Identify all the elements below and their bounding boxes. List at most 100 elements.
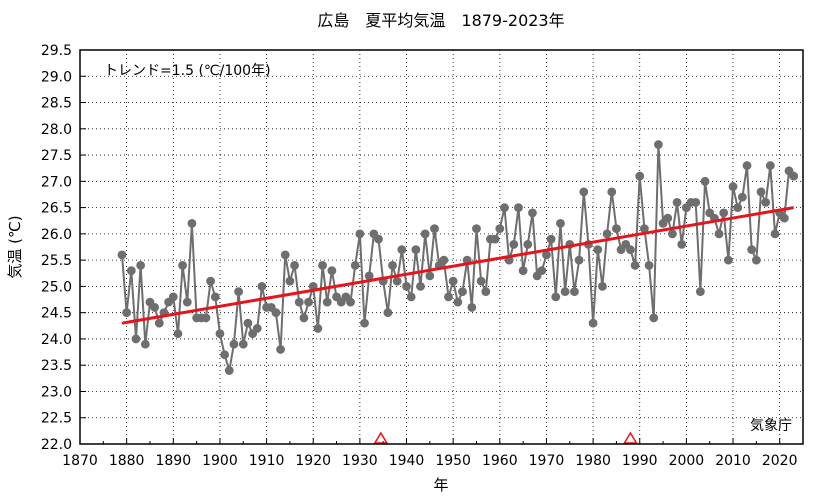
y-tick-label: 25.0 (41, 279, 72, 295)
data-point (252, 324, 262, 333)
data-point (700, 176, 710, 186)
data-point (168, 292, 178, 302)
x-tick-label: 2010 (715, 453, 751, 469)
data-point (122, 308, 132, 318)
data-point (640, 224, 649, 234)
data-point (761, 197, 771, 207)
data-point (691, 197, 701, 207)
data-point (751, 255, 761, 265)
data-point (528, 208, 537, 218)
data-point (695, 287, 705, 297)
data-point (280, 250, 290, 260)
data-point (756, 187, 766, 197)
data-point (402, 282, 411, 291)
data-point (383, 308, 393, 318)
y-tick-label: 22.0 (41, 437, 72, 453)
data-point (350, 260, 360, 270)
data-point (789, 171, 799, 181)
data-point (444, 292, 453, 302)
data-point (546, 234, 556, 244)
y-tick-label: 24.0 (41, 332, 72, 348)
trend-line (121, 206, 794, 325)
data-point (770, 229, 780, 239)
data-point (224, 366, 234, 375)
data-point (173, 329, 183, 339)
marker-triangle (373, 431, 389, 444)
chart-title: 広島 夏平均気温 1879-2023年 (317, 11, 564, 30)
data-point (136, 260, 146, 270)
data-point (318, 260, 327, 270)
data-point (126, 266, 136, 276)
data-point (467, 303, 477, 312)
data-point (430, 224, 439, 234)
data-point (574, 255, 584, 265)
data-point (556, 218, 565, 228)
data-point (728, 182, 738, 191)
data-point (714, 229, 724, 239)
y-tick-label: 26.0 (41, 227, 72, 243)
data-point (453, 297, 463, 307)
data-point (201, 313, 211, 323)
x-tick-label: 2000 (669, 453, 705, 469)
data-point (257, 282, 267, 291)
data-point (663, 213, 673, 223)
data-point (131, 334, 141, 344)
y-tick-label: 23.5 (41, 358, 72, 374)
data-point (299, 313, 309, 323)
data-point (364, 271, 374, 281)
data-point (229, 339, 239, 349)
x-tick-label: 1910 (249, 453, 285, 469)
data-point (448, 276, 458, 286)
data-point (294, 297, 304, 307)
data-point (523, 239, 533, 249)
y-axis-label: 気温 (℃) (6, 215, 24, 278)
data-point (178, 260, 188, 270)
data-point (490, 234, 500, 244)
data-point (304, 297, 313, 307)
data-point (220, 350, 230, 360)
data-point (355, 229, 365, 239)
data-point (215, 329, 225, 339)
data-point (476, 276, 486, 286)
data-point (346, 297, 355, 307)
source-label: 気象庁 (750, 418, 792, 434)
x-tick-label: 1940 (389, 453, 425, 469)
plot-background (80, 50, 803, 444)
data-point (514, 203, 523, 213)
data-point (140, 339, 150, 349)
data-point (388, 260, 397, 270)
x-tick-label: 1930 (342, 453, 378, 469)
data-point (392, 276, 402, 286)
data-point (374, 234, 383, 244)
data-point (644, 260, 654, 270)
data-point (551, 292, 561, 302)
data-point (327, 266, 337, 276)
y-tick-label: 27.0 (41, 174, 72, 190)
data-point (313, 324, 323, 333)
x-axis-label: 年 (433, 476, 448, 494)
data-point (672, 197, 682, 207)
data-point (537, 266, 547, 276)
marker-triangle (623, 431, 638, 444)
data-point (626, 245, 635, 255)
data-point (667, 229, 677, 239)
x-tick-label: 1900 (202, 453, 238, 469)
data-series (117, 140, 799, 375)
x-tick-label: 1920 (295, 453, 331, 469)
data-point (579, 187, 589, 197)
data-point (654, 140, 663, 149)
x-tick-label: 1870 (62, 453, 98, 469)
data-point (518, 266, 528, 276)
data-point (210, 292, 220, 302)
data-point (719, 208, 729, 218)
y-tick-label: 23.0 (41, 384, 72, 400)
y-tick-label: 28.5 (41, 96, 72, 112)
data-point (458, 287, 467, 297)
data-point (271, 308, 281, 318)
y-tick-label: 27.5 (41, 148, 72, 164)
data-point (598, 282, 607, 291)
data-point (439, 255, 449, 265)
data-point (593, 245, 603, 255)
data-point (765, 161, 775, 170)
x-tick-label: 1960 (482, 453, 518, 469)
